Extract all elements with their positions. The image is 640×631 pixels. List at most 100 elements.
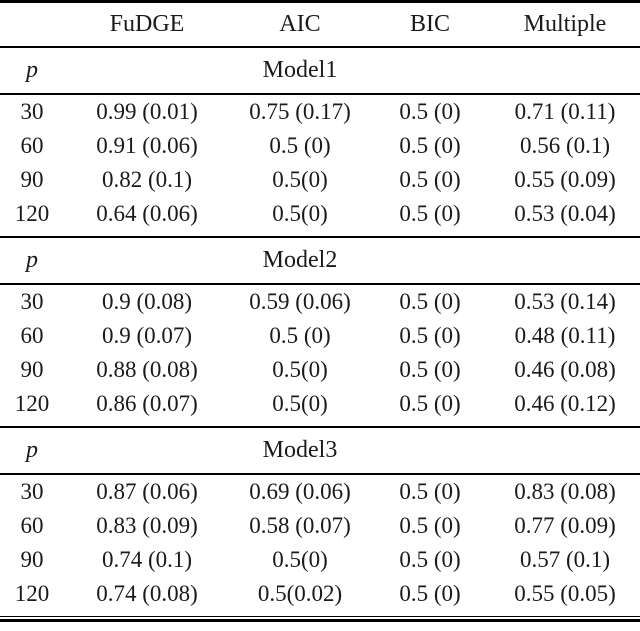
cell-fudge: 0.91 (0.06) bbox=[96, 133, 198, 158]
cell-fudge: 0.9 (0.08) bbox=[101, 289, 193, 314]
cell-bic: 0.5 (0) bbox=[399, 289, 461, 314]
section-title-model2: Model2 bbox=[262, 247, 338, 273]
cell-bic: 0.5 (0) bbox=[399, 479, 461, 504]
cell-bic: 0.5 (0) bbox=[399, 201, 461, 226]
p-column-label: p bbox=[26, 437, 38, 463]
table-row: 60 0.9 (0.07) 0.5 (0) 0.5 (0) 0.48 (0.11… bbox=[0, 319, 640, 353]
col-header-empty bbox=[0, 2, 64, 48]
cell-p: 30 bbox=[20, 289, 44, 314]
cell-multiple: 0.83 (0.08) bbox=[514, 479, 616, 504]
cell-aic: 0.75 (0.17) bbox=[249, 99, 351, 124]
section-spacer-cell bbox=[64, 427, 230, 474]
section-spacer-cell bbox=[370, 237, 490, 284]
table-row: 120 0.64 (0.06) 0.5(0) 0.5 (0) 0.53 (0.0… bbox=[0, 197, 640, 237]
cell-bic: 0.5 (0) bbox=[399, 167, 461, 192]
cell-fudge: 0.74 (0.08) bbox=[96, 581, 198, 606]
cell-p: 90 bbox=[20, 357, 44, 382]
table-row: 90 0.82 (0.1) 0.5(0) 0.5 (0) 0.55 (0.09) bbox=[0, 163, 640, 197]
section-spacer-cell bbox=[64, 237, 230, 284]
section-header-row-model1: p Model1 bbox=[0, 47, 640, 94]
section-spacer-cell bbox=[490, 427, 640, 474]
table-row: 30 0.87 (0.06) 0.69 (0.06) 0.5 (0) 0.83 … bbox=[0, 474, 640, 509]
cell-multiple: 0.56 (0.1) bbox=[519, 133, 611, 158]
cell-aic: 0.5(0) bbox=[272, 357, 328, 382]
cell-bic: 0.5 (0) bbox=[399, 581, 461, 606]
cell-bic: 0.5 (0) bbox=[399, 391, 461, 416]
cell-multiple: 0.77 (0.09) bbox=[514, 513, 616, 538]
cell-p: 90 bbox=[20, 167, 44, 192]
cell-p: 120 bbox=[14, 581, 50, 606]
cell-fudge: 0.86 (0.07) bbox=[96, 391, 198, 416]
cell-fudge: 0.88 (0.08) bbox=[96, 357, 198, 382]
cell-p: 30 bbox=[20, 99, 44, 124]
table-row: 30 0.9 (0.08) 0.59 (0.06) 0.5 (0) 0.53 (… bbox=[0, 284, 640, 319]
cell-bic: 0.5 (0) bbox=[399, 547, 461, 572]
results-table: FuDGE AIC BIC Multiple p Model1 30 0.99 … bbox=[0, 0, 640, 617]
cell-p: 90 bbox=[20, 547, 44, 572]
cell-multiple: 0.48 (0.11) bbox=[514, 323, 616, 348]
section-header-row-model2: p Model2 bbox=[0, 237, 640, 284]
cell-p: 30 bbox=[20, 479, 44, 504]
table-bottom-rule bbox=[0, 619, 640, 622]
table-row: 30 0.99 (0.01) 0.75 (0.17) 0.5 (0) 0.71 … bbox=[0, 94, 640, 129]
cell-bic: 0.5 (0) bbox=[399, 357, 461, 382]
cell-fudge: 0.87 (0.06) bbox=[96, 479, 198, 504]
cell-p: 60 bbox=[20, 513, 44, 538]
cell-aic: 0.5 (0) bbox=[269, 133, 331, 158]
cell-p: 60 bbox=[20, 133, 44, 158]
section-model2: p Model2 30 0.9 (0.08) 0.59 (0.06) 0.5 (… bbox=[0, 237, 640, 427]
section-spacer-cell bbox=[490, 237, 640, 284]
col-header-fudge: FuDGE bbox=[109, 11, 185, 37]
cell-aic: 0.59 (0.06) bbox=[249, 289, 351, 314]
section-title-model3: Model3 bbox=[262, 437, 338, 463]
cell-aic: 0.5(0) bbox=[272, 391, 328, 416]
cell-aic: 0.58 (0.07) bbox=[249, 513, 351, 538]
cell-multiple: 0.46 (0.12) bbox=[514, 391, 616, 416]
cell-multiple: 0.57 (0.1) bbox=[519, 547, 611, 572]
cell-bic: 0.5 (0) bbox=[399, 133, 461, 158]
cell-fudge: 0.99 (0.01) bbox=[96, 99, 198, 124]
cell-aic: 0.5 (0) bbox=[269, 323, 331, 348]
col-header-bic: BIC bbox=[409, 11, 450, 37]
section-spacer-cell bbox=[490, 47, 640, 94]
table-row: 60 0.91 (0.06) 0.5 (0) 0.5 (0) 0.56 (0.1… bbox=[0, 129, 640, 163]
cell-aic: 0.69 (0.06) bbox=[249, 479, 351, 504]
section-spacer-cell bbox=[370, 427, 490, 474]
cell-p: 60 bbox=[20, 323, 44, 348]
cell-multiple: 0.71 (0.11) bbox=[514, 99, 616, 124]
cell-p: 120 bbox=[14, 391, 50, 416]
cell-aic: 0.5(0) bbox=[272, 547, 328, 572]
cell-bic: 0.5 (0) bbox=[399, 323, 461, 348]
table-row: 120 0.74 (0.08) 0.5(0.02) 0.5 (0) 0.55 (… bbox=[0, 577, 640, 617]
cell-multiple: 0.46 (0.08) bbox=[514, 357, 616, 382]
cell-fudge: 0.82 (0.1) bbox=[101, 167, 193, 192]
table-row: 120 0.86 (0.07) 0.5(0) 0.5 (0) 0.46 (0.1… bbox=[0, 387, 640, 427]
section-spacer-cell bbox=[64, 47, 230, 94]
cell-bic: 0.5 (0) bbox=[399, 99, 461, 124]
table-header-row: FuDGE AIC BIC Multiple bbox=[0, 2, 640, 48]
cell-bic: 0.5 (0) bbox=[399, 513, 461, 538]
section-spacer-cell bbox=[370, 47, 490, 94]
table-row: 60 0.83 (0.09) 0.58 (0.07) 0.5 (0) 0.77 … bbox=[0, 509, 640, 543]
cell-multiple: 0.55 (0.09) bbox=[514, 167, 616, 192]
cell-fudge: 0.64 (0.06) bbox=[96, 201, 198, 226]
section-model1: p Model1 30 0.99 (0.01) 0.75 (0.17) 0.5 … bbox=[0, 47, 640, 237]
cell-multiple: 0.55 (0.05) bbox=[514, 581, 616, 606]
cell-multiple: 0.53 (0.04) bbox=[514, 201, 616, 226]
cell-fudge: 0.9 (0.07) bbox=[101, 323, 193, 348]
section-header-row-model3: p Model3 bbox=[0, 427, 640, 474]
table-row: 90 0.74 (0.1) 0.5(0) 0.5 (0) 0.57 (0.1) bbox=[0, 543, 640, 577]
section-model3: p Model3 30 0.87 (0.06) 0.69 (0.06) 0.5 … bbox=[0, 427, 640, 617]
cell-multiple: 0.53 (0.14) bbox=[514, 289, 616, 314]
col-header-multiple: Multiple bbox=[523, 11, 607, 37]
cell-aic: 0.5(0) bbox=[272, 201, 328, 226]
p-column-label: p bbox=[26, 57, 38, 83]
section-title-model1: Model1 bbox=[262, 57, 338, 83]
cell-fudge: 0.74 (0.1) bbox=[101, 547, 193, 572]
cell-fudge: 0.83 (0.09) bbox=[96, 513, 198, 538]
table-row: 90 0.88 (0.08) 0.5(0) 0.5 (0) 0.46 (0.08… bbox=[0, 353, 640, 387]
cell-p: 120 bbox=[14, 201, 50, 226]
cell-aic: 0.5(0.02) bbox=[257, 581, 343, 606]
col-header-aic: AIC bbox=[279, 11, 321, 37]
